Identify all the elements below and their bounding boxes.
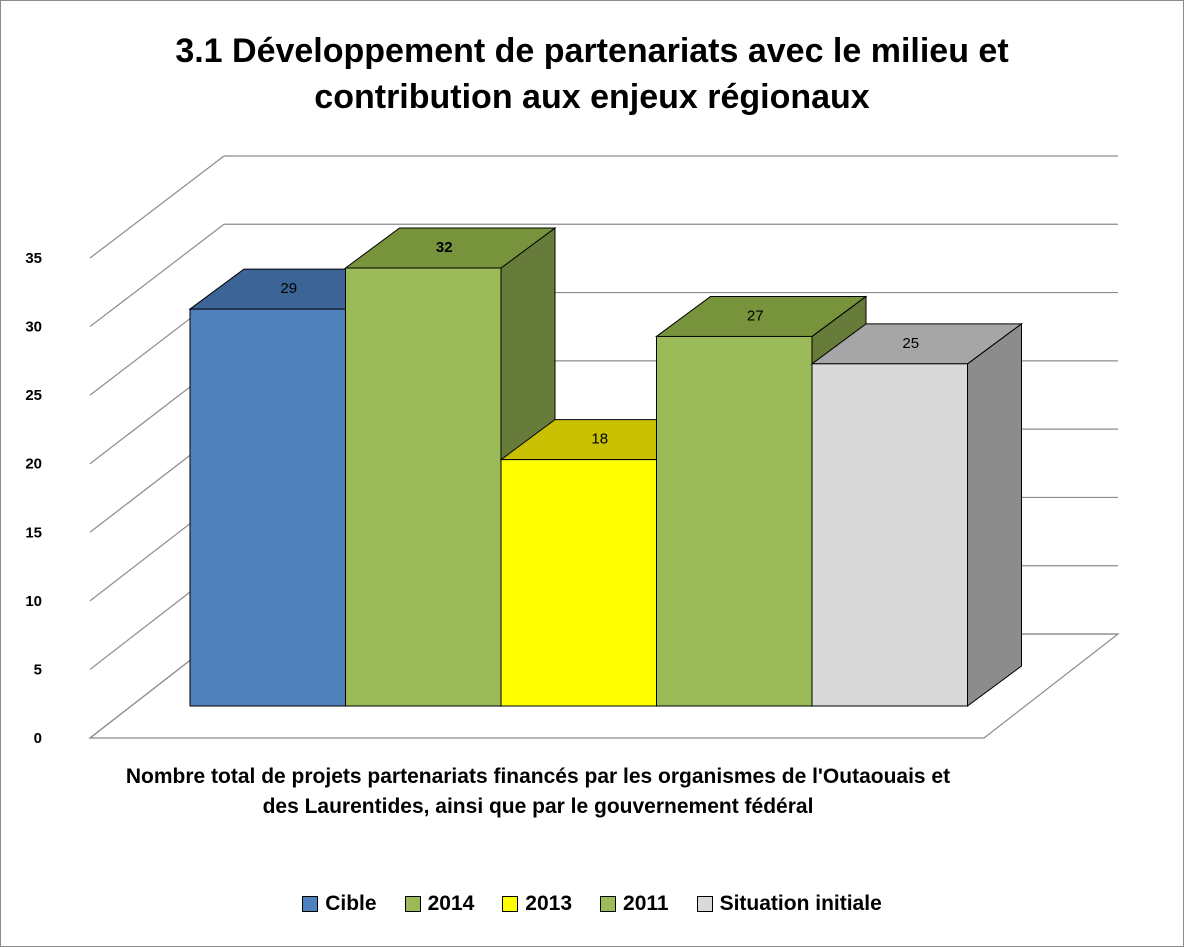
legend-label: 2011 [623, 892, 669, 915]
legend-item: 2014 [404, 892, 475, 916]
legend-label: Cible [325, 892, 377, 915]
data-label: 18 [591, 431, 608, 448]
y-tick-label: 20 [25, 456, 42, 473]
y-tick-label: 30 [25, 319, 42, 336]
legend-label: Situation initiale [719, 892, 882, 915]
data-label: 32 [436, 239, 453, 256]
legend-swatch [404, 896, 421, 912]
x-category-label: Nombre total de projets partenariats fin… [125, 765, 951, 818]
side-gridline [89, 223, 225, 328]
data-label: 29 [280, 280, 297, 297]
legend-swatch [302, 896, 319, 912]
y-tick-label: 35 [25, 250, 42, 267]
chart-title: 3.1 Développement de partenariats avec l… [175, 32, 1009, 116]
legend-swatch [696, 896, 713, 912]
y-tick-label: 15 [25, 524, 42, 541]
legend-item: Cible [302, 892, 377, 916]
legend-item: Situation initiale [696, 892, 882, 916]
legend-swatch [502, 896, 519, 912]
legend-label: 2013 [525, 892, 573, 915]
bar-situation-initiale [810, 322, 1024, 707]
bar-side-face [967, 322, 1022, 707]
y-tick-label: 25 [25, 387, 42, 404]
bar-front-face [189, 308, 346, 707]
bar-front-face [345, 267, 502, 707]
bar-front-face [656, 335, 813, 707]
bar-front-face [500, 459, 657, 707]
legend-item: 2011 [600, 892, 669, 916]
data-label: 27 [747, 307, 764, 324]
side-gridline [89, 155, 225, 259]
y-tick-label: 0 [34, 730, 42, 747]
y-tick-label: 10 [25, 593, 42, 610]
legend: Cible 2014 2013 2011 Situation initiale [0, 892, 1184, 916]
y-tick-label: 5 [34, 661, 42, 678]
legend-swatch [600, 896, 617, 912]
legend-item: 2013 [502, 892, 572, 916]
bar-front-face [811, 363, 968, 707]
legend-label: 2014 [427, 892, 475, 915]
data-label: 25 [902, 335, 919, 352]
